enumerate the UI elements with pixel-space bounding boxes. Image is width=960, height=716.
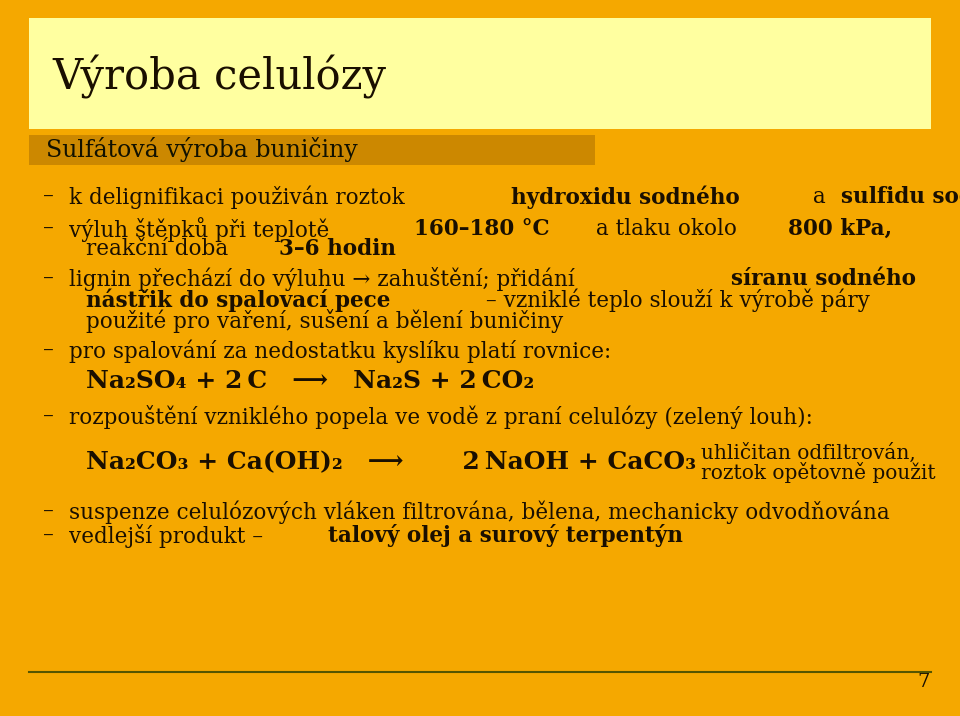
Text: rozpouštění vzniklého popela ve vodě z praní celulózy (zelený louh):: rozpouštění vzniklého popela ve vodě z p… bbox=[69, 405, 813, 429]
Text: vedlejší produkt –: vedlejší produkt – bbox=[69, 523, 270, 548]
Text: výluh štěpků při teplotě: výluh štěpků při teplotě bbox=[69, 217, 336, 241]
Text: Na₂CO₃ + Ca(OH)₂ ⟶   2 NaOH + CaCO₃: Na₂CO₃ + Ca(OH)₂ ⟶ 2 NaOH + CaCO₃ bbox=[86, 450, 697, 474]
FancyBboxPatch shape bbox=[29, 18, 931, 129]
Text: Sulfátová výroba buničiny: Sulfátová výroba buničiny bbox=[46, 137, 358, 162]
Text: reakční doba: reakční doba bbox=[86, 238, 235, 260]
Text: –: – bbox=[43, 218, 54, 240]
Text: 7: 7 bbox=[917, 672, 929, 691]
Text: suspenze celulózových vláken filtrována, bělena, mechanicky odvodňována: suspenze celulózových vláken filtrována,… bbox=[69, 500, 890, 523]
Text: –: – bbox=[43, 406, 54, 427]
Text: –: – bbox=[43, 525, 54, 546]
Text: nástřik do spalovací pece: nástřik do spalovací pece bbox=[86, 289, 391, 312]
Text: sulfidu sodného: sulfidu sodného bbox=[841, 186, 960, 208]
Text: – vzniklé teplo slouží k výrobě páry: – vzniklé teplo slouží k výrobě páry bbox=[479, 289, 870, 312]
Text: –: – bbox=[43, 186, 54, 208]
Text: Výroba celulózy: Výroba celulózy bbox=[53, 54, 387, 99]
Text: a: a bbox=[806, 186, 833, 208]
Text: –: – bbox=[43, 501, 54, 523]
Text: 160–180 °C: 160–180 °C bbox=[414, 218, 549, 240]
Text: roztok opětovně použit: roztok opětovně použit bbox=[701, 462, 935, 483]
Text: pro spalování za nedostatku kyslíku platí rovnice:: pro spalování za nedostatku kyslíku plat… bbox=[69, 339, 612, 362]
Text: 3–6 hodin: 3–6 hodin bbox=[278, 238, 396, 260]
Text: hydroxidu sodného: hydroxidu sodného bbox=[512, 185, 740, 208]
Text: lignin přechází do výluhu → zahuštění; přidání: lignin přechází do výluhu → zahuštění; p… bbox=[69, 267, 582, 291]
Text: uhličitan odfiltrován,: uhličitan odfiltrován, bbox=[701, 442, 916, 463]
Text: Na₂SO₄ + 2 C ⟶ Na₂S + 2 CO₂: Na₂SO₄ + 2 C ⟶ Na₂S + 2 CO₂ bbox=[86, 369, 535, 393]
Text: –: – bbox=[43, 340, 54, 362]
FancyBboxPatch shape bbox=[29, 135, 595, 165]
Text: talový olej a surový terpentýn: talový olej a surový terpentýn bbox=[328, 524, 684, 547]
Text: síranu sodného: síranu sodného bbox=[731, 268, 916, 290]
Text: 800 kPa,: 800 kPa, bbox=[788, 218, 893, 240]
Text: a tlaku okolo: a tlaku okolo bbox=[588, 218, 744, 240]
Text: k delignifikaci použiván roztok: k delignifikaci použiván roztok bbox=[69, 185, 412, 208]
Text: –: – bbox=[43, 268, 54, 290]
Text: použité pro vaření, sušení a bělení buničiny: použité pro vaření, sušení a bělení buni… bbox=[86, 309, 564, 333]
